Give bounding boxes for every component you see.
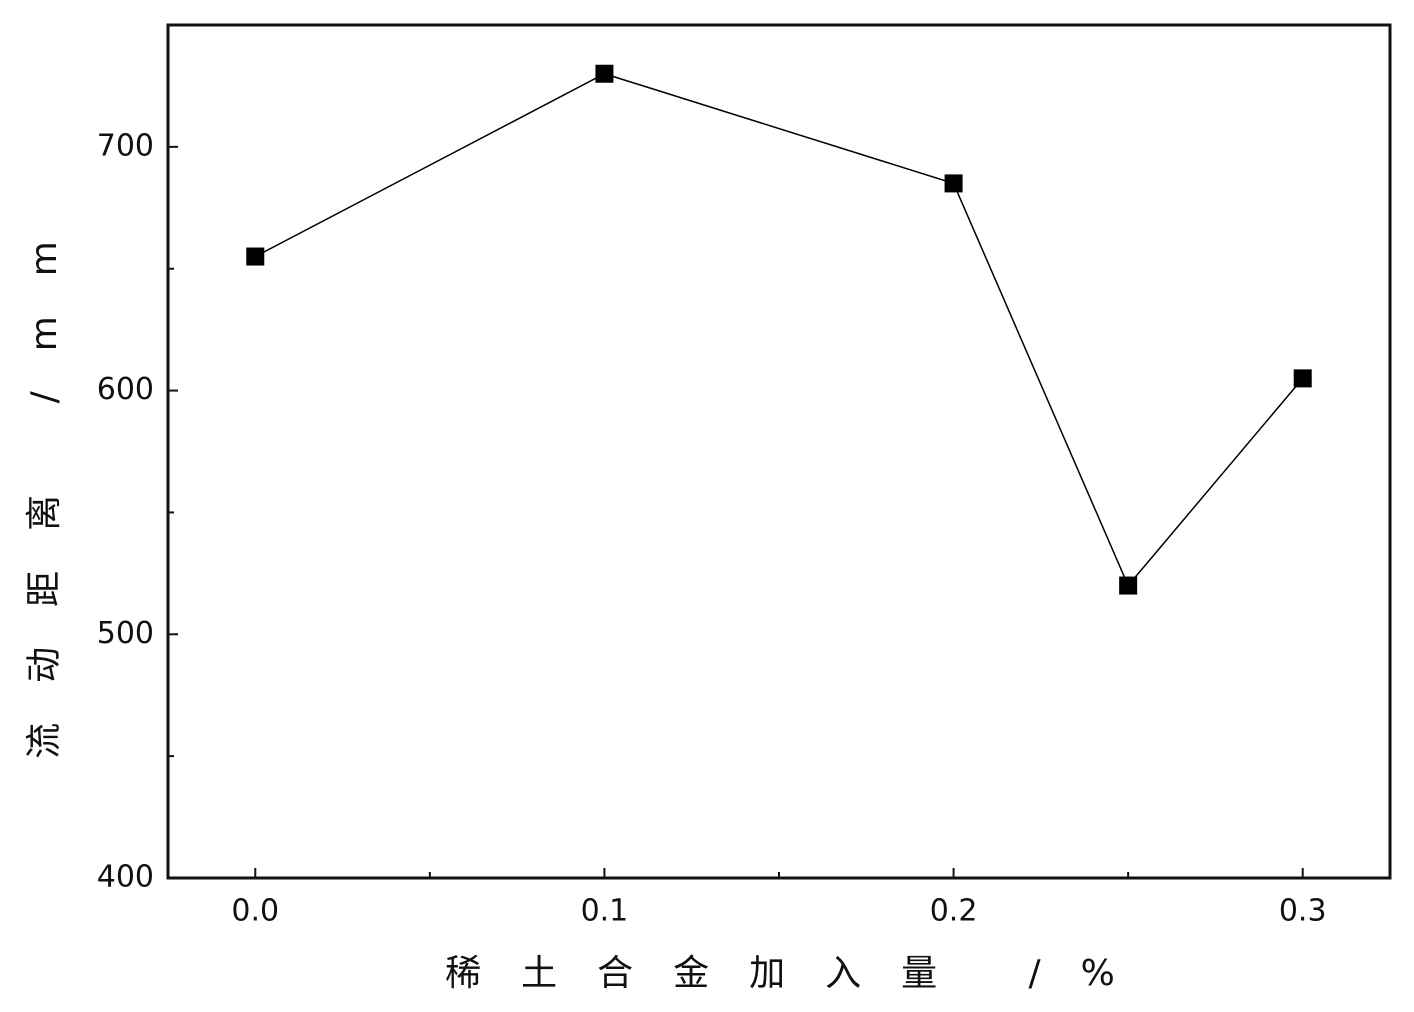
x-tick-label: 0.3 — [1279, 894, 1327, 929]
x-tick-label: 0.2 — [930, 894, 978, 929]
y-axis-title: 流动距离 /mm — [24, 201, 65, 759]
data-point — [944, 174, 963, 193]
series-line — [254, 72, 1304, 587]
x-tick-label: 0.0 — [231, 894, 279, 929]
data-point — [1119, 576, 1138, 595]
data-point — [246, 247, 265, 266]
y-tick-label: 700 — [97, 128, 154, 163]
data-point — [595, 64, 614, 83]
x-tick-label: 0.1 — [581, 894, 629, 929]
y-tick-label: 400 — [97, 860, 154, 895]
y-tick-label: 500 — [97, 616, 154, 651]
y-tick-label: 600 — [97, 372, 154, 407]
plot-frame — [166, 23, 1392, 880]
x-axis-title: 稀土合金加入量 /% — [445, 953, 1155, 994]
data-point — [1293, 369, 1312, 388]
